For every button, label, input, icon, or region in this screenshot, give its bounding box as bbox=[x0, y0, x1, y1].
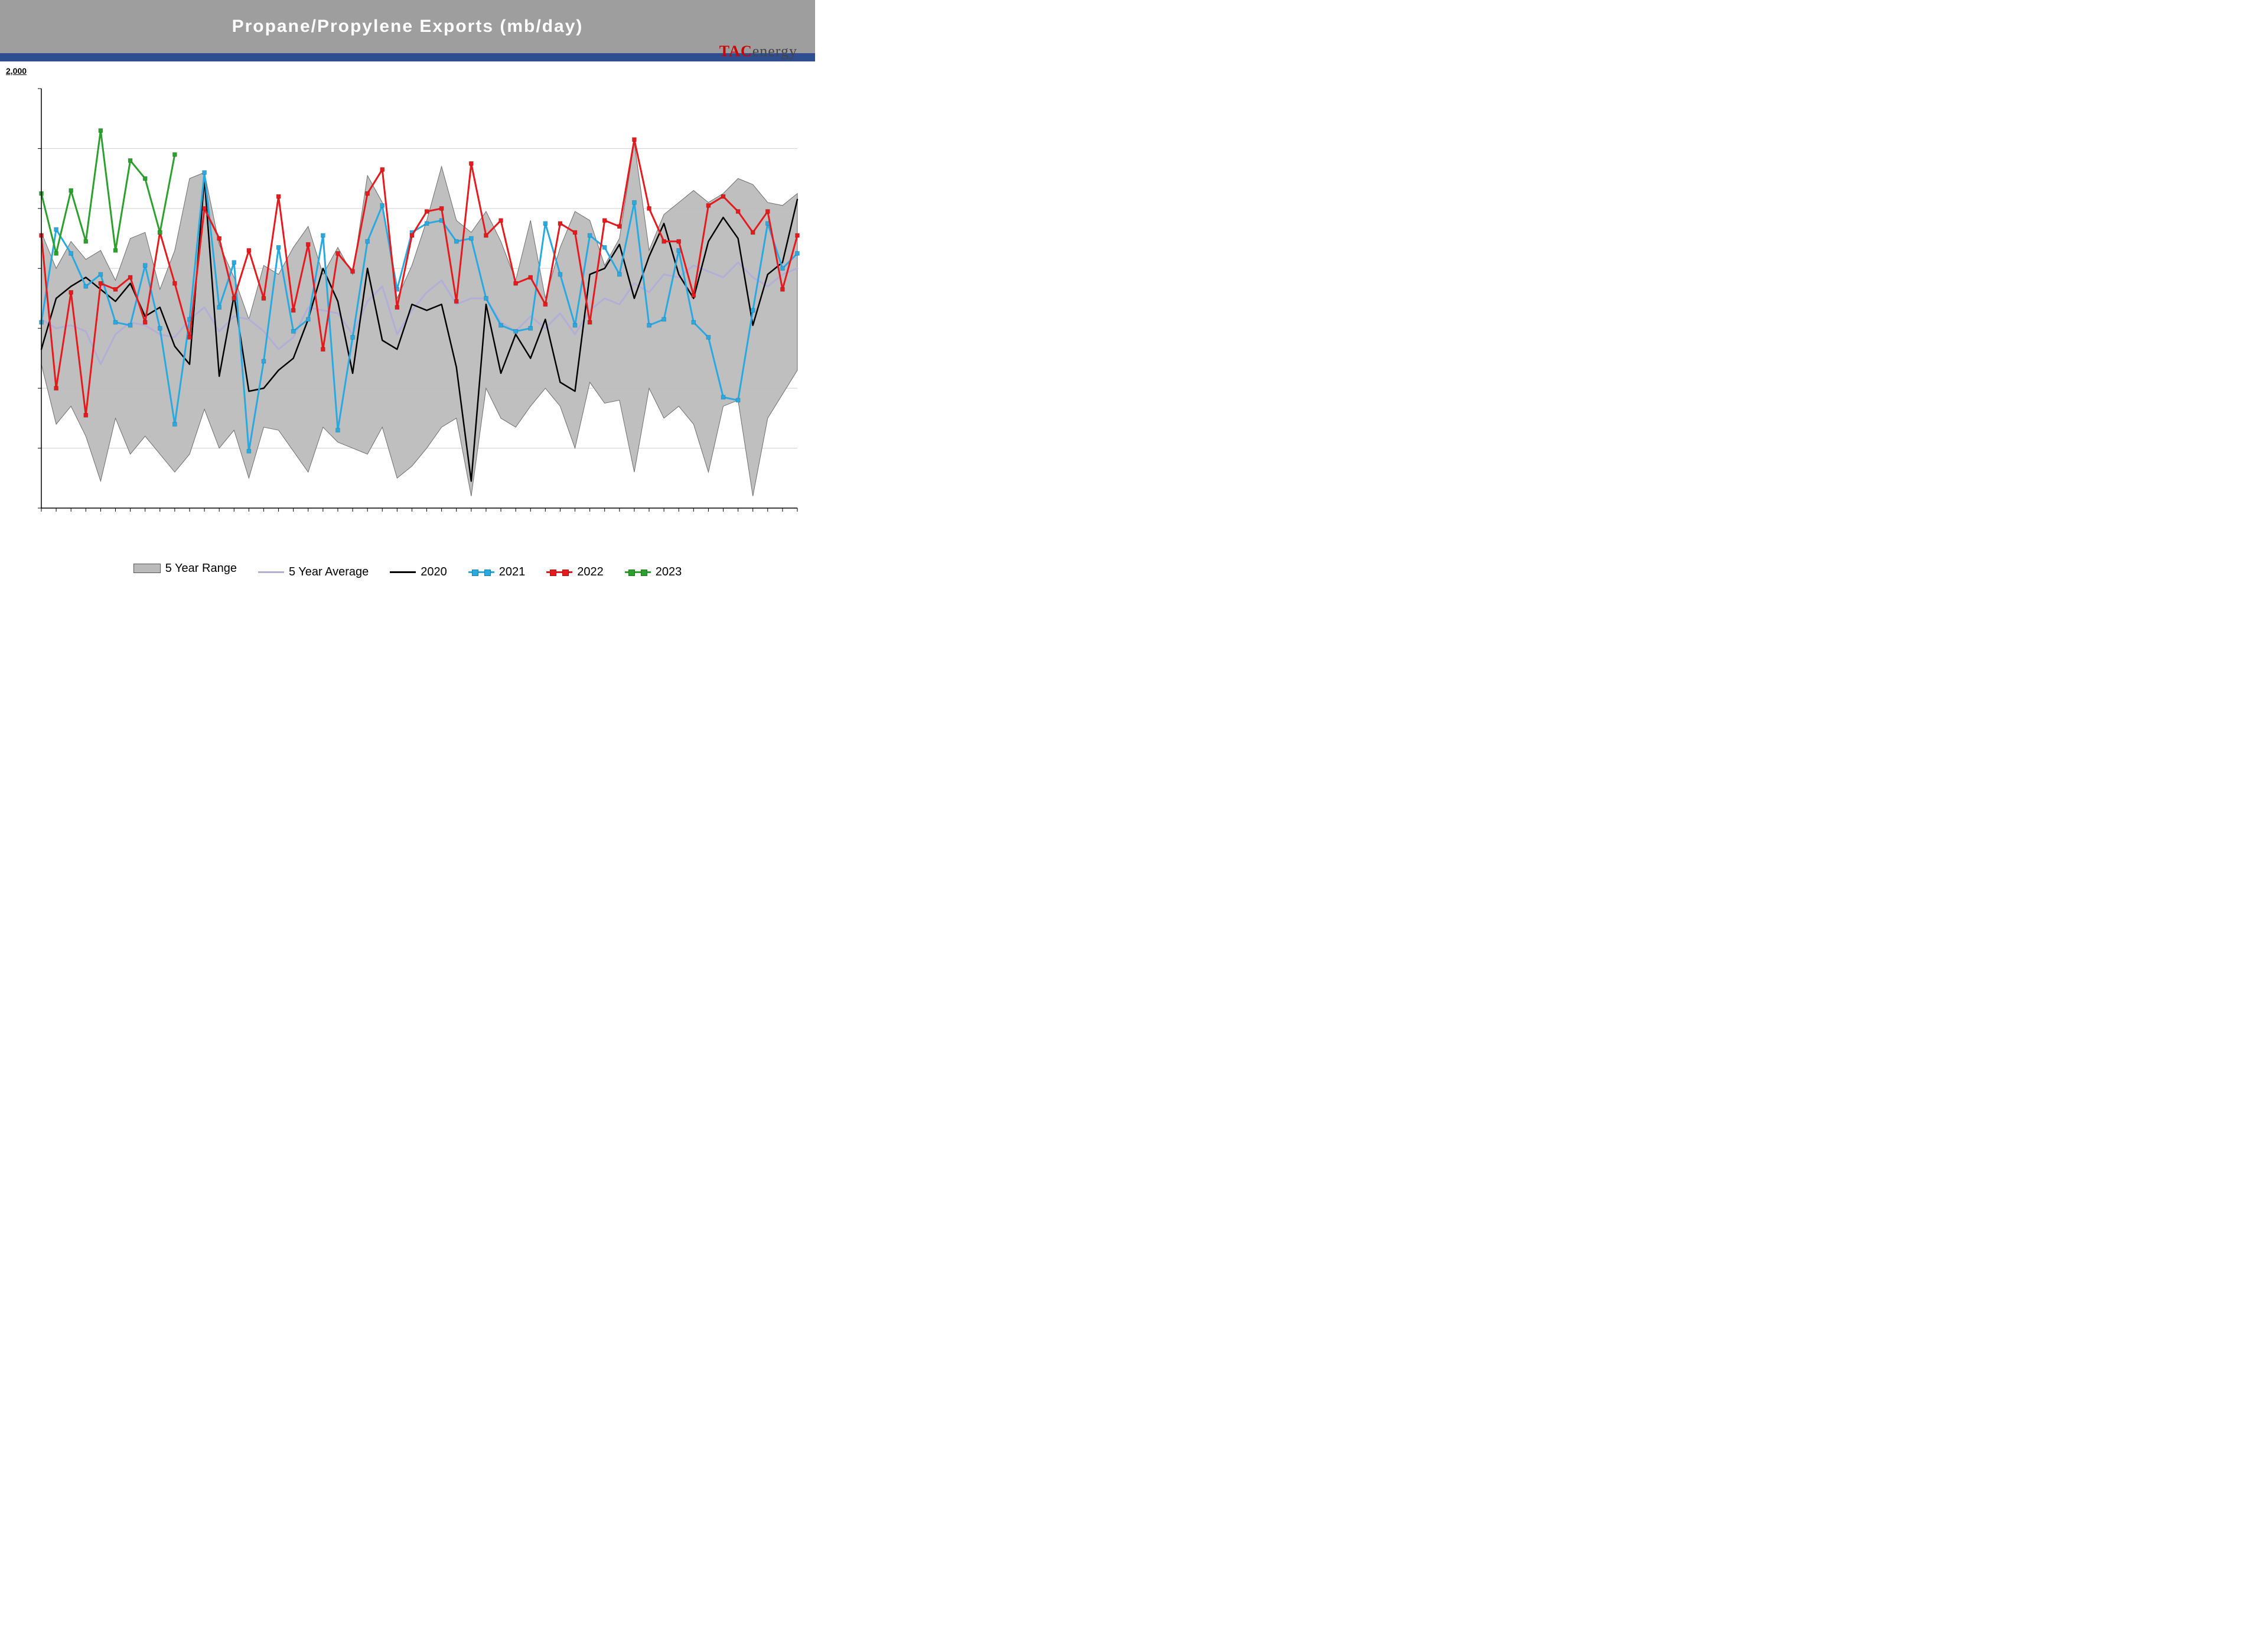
legend-label-y2023: 2023 bbox=[656, 565, 682, 579]
y-axis-top-tick: 2,000 bbox=[6, 66, 27, 76]
logo-dark: energy bbox=[752, 43, 797, 60]
chart-title: Propane/Propylene Exports (mb/day) bbox=[232, 17, 584, 37]
legend-item-avg: 5 Year Average bbox=[258, 565, 369, 579]
legend-swatch-avg bbox=[258, 571, 284, 573]
legend-item-y2023: 2023 bbox=[625, 565, 682, 579]
legend-label-range: 5 Year Range bbox=[165, 562, 237, 575]
chart-frame: Propane/Propylene Exports (mb/day) TACen… bbox=[0, 0, 815, 591]
legend-swatch-y2021 bbox=[468, 571, 494, 573]
legend-item-y2021: 2021 bbox=[468, 565, 526, 579]
legend-label-avg: 5 Year Average bbox=[289, 565, 369, 579]
legend-label-y2021: 2021 bbox=[499, 565, 526, 579]
chart-svg bbox=[35, 83, 803, 532]
plot-area bbox=[35, 83, 803, 532]
legend-item-range: 5 Year Range bbox=[133, 562, 237, 575]
logo-red: TAC bbox=[719, 43, 752, 60]
legend-item-y2022: 2022 bbox=[546, 565, 604, 579]
title-bar: Propane/Propylene Exports (mb/day) bbox=[0, 0, 815, 61]
legend-swatch-y2020 bbox=[390, 571, 416, 573]
legend-swatch-y2022 bbox=[546, 571, 572, 573]
legend-item-y2020: 2020 bbox=[390, 565, 447, 579]
legend-label-y2020: 2020 bbox=[421, 565, 447, 579]
legend-swatch-range bbox=[133, 564, 161, 573]
legend: 5 Year Range 5 Year Average 2020 2021 2022 20… bbox=[0, 562, 815, 580]
legend-swatch-y2023 bbox=[625, 571, 651, 573]
legend-label-y2022: 2022 bbox=[577, 565, 604, 579]
brand-logo: TACenergy bbox=[719, 43, 797, 60]
